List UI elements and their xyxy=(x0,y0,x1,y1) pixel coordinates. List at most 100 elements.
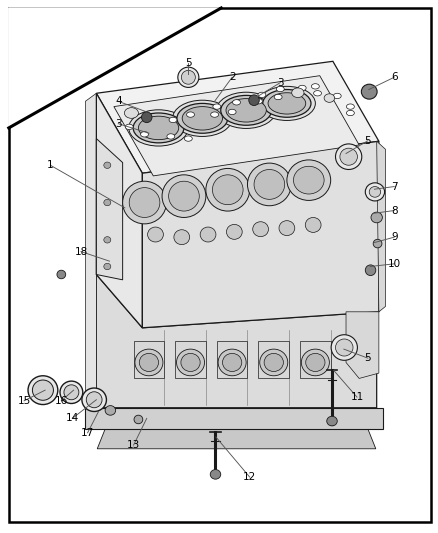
Ellipse shape xyxy=(293,166,324,194)
Polygon shape xyxy=(114,76,359,176)
Ellipse shape xyxy=(178,67,199,87)
Text: 14: 14 xyxy=(66,414,79,423)
Ellipse shape xyxy=(249,95,259,106)
Ellipse shape xyxy=(177,103,228,133)
Ellipse shape xyxy=(104,263,111,270)
Polygon shape xyxy=(142,141,379,328)
Ellipse shape xyxy=(254,99,262,104)
Ellipse shape xyxy=(169,181,199,211)
Polygon shape xyxy=(134,341,164,378)
Ellipse shape xyxy=(311,84,319,89)
Ellipse shape xyxy=(340,148,357,165)
Polygon shape xyxy=(258,341,289,378)
Text: 9: 9 xyxy=(391,232,398,242)
Ellipse shape xyxy=(135,349,163,376)
Ellipse shape xyxy=(253,222,268,237)
Ellipse shape xyxy=(104,199,111,206)
Polygon shape xyxy=(9,8,219,128)
Text: 13: 13 xyxy=(127,440,140,450)
Polygon shape xyxy=(175,341,206,378)
Ellipse shape xyxy=(373,239,382,248)
Ellipse shape xyxy=(210,470,221,479)
Text: 2: 2 xyxy=(229,72,236,82)
Polygon shape xyxy=(346,312,379,378)
Ellipse shape xyxy=(129,188,160,217)
Ellipse shape xyxy=(361,84,377,99)
Ellipse shape xyxy=(123,181,166,224)
Polygon shape xyxy=(96,274,377,408)
Ellipse shape xyxy=(264,353,283,372)
Ellipse shape xyxy=(333,93,341,99)
Ellipse shape xyxy=(125,124,133,130)
Ellipse shape xyxy=(105,406,116,415)
Ellipse shape xyxy=(258,92,266,98)
Ellipse shape xyxy=(28,376,58,405)
Ellipse shape xyxy=(274,94,282,100)
Ellipse shape xyxy=(57,270,66,279)
Polygon shape xyxy=(85,408,383,429)
Ellipse shape xyxy=(184,136,192,141)
Ellipse shape xyxy=(263,90,311,117)
Polygon shape xyxy=(300,341,331,378)
Polygon shape xyxy=(96,139,123,280)
Ellipse shape xyxy=(82,388,106,411)
Text: 11: 11 xyxy=(350,392,364,402)
Ellipse shape xyxy=(138,116,179,140)
Text: 8: 8 xyxy=(391,206,398,215)
Text: 4: 4 xyxy=(115,96,122,106)
Ellipse shape xyxy=(133,113,184,143)
Text: 17: 17 xyxy=(81,428,94,438)
Ellipse shape xyxy=(173,100,232,136)
Ellipse shape xyxy=(104,237,111,243)
Ellipse shape xyxy=(276,86,284,92)
Ellipse shape xyxy=(365,265,376,276)
Ellipse shape xyxy=(336,339,353,356)
Text: 5: 5 xyxy=(185,58,192,68)
Ellipse shape xyxy=(327,416,337,426)
Ellipse shape xyxy=(206,168,250,211)
Ellipse shape xyxy=(371,212,382,223)
Text: 6: 6 xyxy=(391,72,398,82)
Polygon shape xyxy=(377,141,385,312)
Ellipse shape xyxy=(226,99,266,122)
Ellipse shape xyxy=(148,227,163,242)
Ellipse shape xyxy=(218,349,246,376)
Ellipse shape xyxy=(139,353,159,372)
Polygon shape xyxy=(85,93,96,408)
Ellipse shape xyxy=(254,169,285,199)
Ellipse shape xyxy=(182,107,223,130)
Polygon shape xyxy=(96,61,379,173)
Ellipse shape xyxy=(212,175,243,205)
Text: 7: 7 xyxy=(391,182,398,191)
Ellipse shape xyxy=(346,104,354,109)
Ellipse shape xyxy=(258,86,315,120)
Text: 3: 3 xyxy=(277,78,284,87)
Polygon shape xyxy=(217,341,247,378)
Ellipse shape xyxy=(260,349,288,376)
Ellipse shape xyxy=(268,93,306,114)
Ellipse shape xyxy=(86,392,102,408)
Text: 18: 18 xyxy=(74,247,88,256)
Ellipse shape xyxy=(211,112,219,117)
Ellipse shape xyxy=(221,95,272,125)
Ellipse shape xyxy=(228,109,236,115)
Ellipse shape xyxy=(181,70,195,84)
Ellipse shape xyxy=(301,349,329,376)
Ellipse shape xyxy=(213,104,221,109)
Ellipse shape xyxy=(292,88,304,98)
Ellipse shape xyxy=(187,112,194,117)
Text: 16: 16 xyxy=(55,396,68,406)
Ellipse shape xyxy=(279,221,295,236)
Ellipse shape xyxy=(247,163,291,206)
Polygon shape xyxy=(96,93,142,328)
Text: 10: 10 xyxy=(388,259,401,269)
Ellipse shape xyxy=(298,85,306,91)
Ellipse shape xyxy=(346,110,354,116)
Ellipse shape xyxy=(216,92,276,128)
Ellipse shape xyxy=(104,162,111,168)
Ellipse shape xyxy=(336,144,362,169)
Text: 12: 12 xyxy=(243,472,256,482)
Ellipse shape xyxy=(331,335,357,360)
Ellipse shape xyxy=(174,230,190,245)
Ellipse shape xyxy=(141,112,152,123)
